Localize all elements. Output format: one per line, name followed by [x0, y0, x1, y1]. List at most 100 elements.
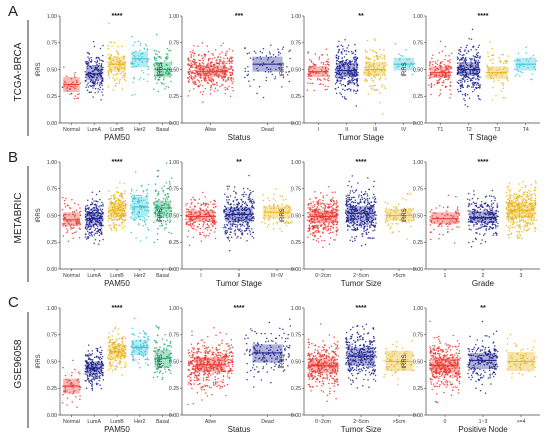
data-point [471, 221, 473, 223]
category-group-2: >5cm [384, 192, 415, 279]
data-point [164, 88, 166, 90]
data-point [475, 72, 477, 74]
data-point [487, 211, 490, 214]
data-point [161, 224, 163, 226]
data-point [534, 194, 537, 197]
data-point [494, 197, 497, 199]
data-point [322, 217, 325, 220]
data-point [229, 95, 232, 98]
data-point [124, 65, 126, 68]
data-point [230, 207, 232, 209]
data-point [326, 88, 328, 91]
data-point [468, 213, 470, 215]
data-point [311, 82, 314, 85]
data-point [320, 79, 322, 81]
data-point [265, 55, 268, 57]
data-point [462, 78, 465, 81]
data-point [63, 217, 66, 220]
data-point [464, 49, 466, 51]
data-point [460, 85, 462, 87]
category-group-0: I [306, 48, 331, 133]
data-point [190, 219, 192, 222]
data-point [114, 207, 116, 210]
data-point [97, 210, 99, 213]
data-point [440, 69, 443, 72]
data-point [110, 217, 112, 220]
data-point [477, 206, 479, 209]
data-point [193, 225, 195, 227]
data-point [153, 88, 155, 90]
data-point [345, 212, 347, 214]
data-point [309, 59, 311, 61]
data-point [228, 185, 230, 188]
data-point [395, 207, 397, 209]
data-point [398, 53, 401, 55]
data-point [458, 82, 460, 85]
data-point [199, 227, 202, 230]
data-point [77, 97, 79, 99]
data-point [248, 196, 251, 198]
data-point [212, 211, 214, 213]
data-point [201, 55, 203, 57]
data-point [232, 69, 234, 71]
data-point [211, 77, 213, 80]
data-point [457, 70, 460, 73]
data-point [502, 53, 504, 56]
data-point [242, 193, 245, 196]
data-point [224, 193, 226, 196]
data-point [102, 54, 104, 57]
data-point [222, 79, 225, 82]
data-point [115, 223, 117, 226]
data-point [194, 69, 196, 72]
data-point [344, 97, 346, 100]
data-point [90, 220, 93, 222]
data-point [166, 53, 168, 55]
data-point [449, 96, 451, 99]
data-point [325, 48, 328, 50]
data-point [77, 222, 80, 224]
data-point [93, 85, 95, 87]
data-point [188, 60, 190, 62]
data-point [359, 209, 361, 211]
data-point [118, 218, 120, 221]
data-point [319, 192, 322, 194]
data-point [112, 216, 115, 219]
data-point [120, 204, 122, 206]
data-point [119, 78, 121, 81]
data-point [233, 186, 236, 188]
data-point [384, 210, 387, 213]
data-point [339, 61, 341, 64]
data-point [169, 76, 171, 78]
data-point [273, 217, 275, 219]
data-point [166, 67, 169, 70]
data-point [335, 54, 338, 56]
data-point [492, 206, 494, 209]
y-tick-label: 1.00 [291, 160, 301, 166]
data-point [112, 59, 115, 61]
data-point [364, 243, 367, 246]
data-point [520, 195, 523, 198]
data-point [216, 89, 219, 92]
data-point [88, 222, 91, 224]
data-point [428, 64, 431, 67]
data-point [289, 49, 292, 51]
data-point [94, 68, 97, 70]
data-point [372, 224, 375, 226]
data-point [367, 69, 370, 72]
data-point [363, 230, 365, 232]
data-point [191, 51, 194, 54]
data-point [365, 71, 367, 74]
data-point [213, 223, 215, 226]
data-point [224, 54, 227, 56]
data-point [89, 71, 91, 74]
data-point [349, 222, 352, 224]
data-point [154, 57, 156, 59]
data-point [218, 61, 221, 63]
data-point [120, 192, 122, 195]
data-point [143, 207, 145, 209]
data-point [96, 63, 98, 66]
data-point [335, 213, 338, 215]
data-point [312, 201, 315, 203]
data-point [447, 214, 449, 216]
data-point [307, 51, 309, 53]
